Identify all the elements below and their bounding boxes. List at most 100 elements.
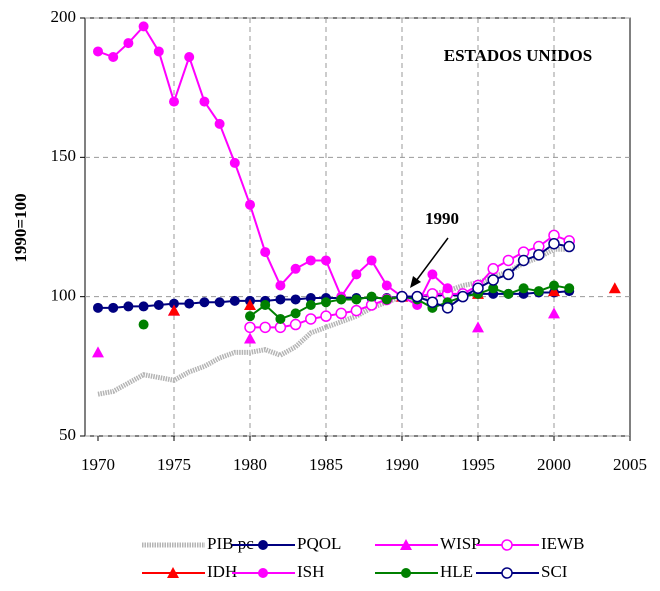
data-point [93, 46, 103, 57]
data-point [305, 293, 316, 304]
data-point [229, 295, 240, 306]
x-tick-label: 1980 [233, 455, 267, 474]
data-point [214, 297, 225, 308]
data-point [245, 199, 255, 210]
data-point [335, 307, 347, 320]
x-tick-label: 2000 [537, 455, 571, 474]
data-point [564, 283, 575, 294]
data-point [503, 288, 514, 299]
data-point [563, 240, 575, 253]
data-point [502, 268, 515, 281]
data-point [336, 294, 347, 305]
data-point [351, 294, 362, 305]
legend-label: ISH [297, 562, 324, 581]
data-point [366, 291, 377, 302]
data-point [169, 298, 179, 309]
legend-marker [501, 539, 513, 551]
data-point [487, 263, 499, 275]
data-point [457, 290, 469, 303]
legend-marker [401, 568, 411, 578]
data-point [92, 346, 104, 358]
data-point [381, 280, 392, 291]
data-point [441, 302, 454, 314]
legend-marker [258, 540, 268, 550]
data-point [488, 283, 499, 294]
y-tick-label: 100 [51, 286, 77, 305]
legend-label: PQOL [297, 534, 341, 553]
data-point [502, 254, 515, 267]
data-point [396, 290, 408, 303]
legend-label: IDH [207, 562, 237, 581]
data-point [244, 321, 256, 334]
data-point [517, 254, 530, 267]
x-tick-label: 1995 [461, 455, 495, 474]
data-point [350, 304, 363, 317]
data-point [305, 313, 317, 325]
series-line [97, 24, 449, 307]
data-point [608, 282, 621, 294]
data-point [289, 318, 302, 331]
data-point [305, 255, 316, 266]
data-point [153, 46, 164, 57]
data-point [229, 157, 240, 168]
legend-marker [258, 568, 268, 578]
data-point [472, 321, 484, 333]
data-point [411, 290, 423, 303]
data-point [442, 283, 453, 294]
data-point [138, 319, 149, 330]
y-tick-label: 50 [59, 425, 76, 444]
data-point [108, 52, 119, 63]
data-point [548, 307, 560, 319]
series-line [97, 246, 570, 397]
data-point [426, 296, 439, 308]
annotation-arrow [415, 237, 449, 282]
data-point [138, 301, 149, 312]
legend-label: WISP [440, 534, 481, 553]
data-point [123, 38, 134, 49]
data-point [548, 237, 560, 250]
data-point [305, 300, 316, 311]
data-point [259, 321, 271, 334]
data-point [168, 304, 180, 316]
legend-marker [501, 567, 513, 579]
data-point [199, 297, 210, 308]
data-point [244, 299, 256, 311]
data-point [549, 280, 559, 291]
legend-label: HLE [440, 562, 473, 581]
legend-marker [400, 539, 412, 550]
data-point [366, 255, 377, 266]
legend-marker [167, 567, 179, 578]
y-tick-label: 150 [51, 146, 77, 165]
data-point [275, 294, 286, 305]
data-point [320, 310, 332, 322]
data-point [472, 282, 484, 295]
data-point [184, 298, 195, 309]
data-point [533, 249, 545, 261]
data-point [290, 263, 301, 274]
data-point [245, 311, 255, 322]
data-point [533, 286, 544, 297]
chart-title: ESTADOS UNIDOS [444, 46, 592, 65]
data-point [321, 255, 331, 266]
data-point [199, 96, 210, 107]
data-point [184, 52, 195, 63]
data-point [381, 294, 392, 305]
x-tick-label: 2005 [613, 455, 647, 474]
data-point [260, 247, 271, 258]
data-point [214, 118, 225, 129]
x-tick-label: 1985 [309, 455, 343, 474]
data-point [260, 300, 271, 311]
y-tick-label: 200 [51, 7, 77, 26]
data-point [518, 283, 529, 294]
data-point [93, 302, 103, 313]
data-point [427, 269, 438, 280]
x-tick-label: 1975 [157, 455, 191, 474]
y-axis-label: 1990=100 [11, 193, 30, 262]
data-point [275, 313, 286, 324]
data-point [108, 302, 119, 313]
legend-label: SCI [541, 562, 568, 581]
x-tick-label: 1970 [81, 455, 115, 474]
data-point [244, 332, 256, 344]
data-point [290, 308, 301, 319]
